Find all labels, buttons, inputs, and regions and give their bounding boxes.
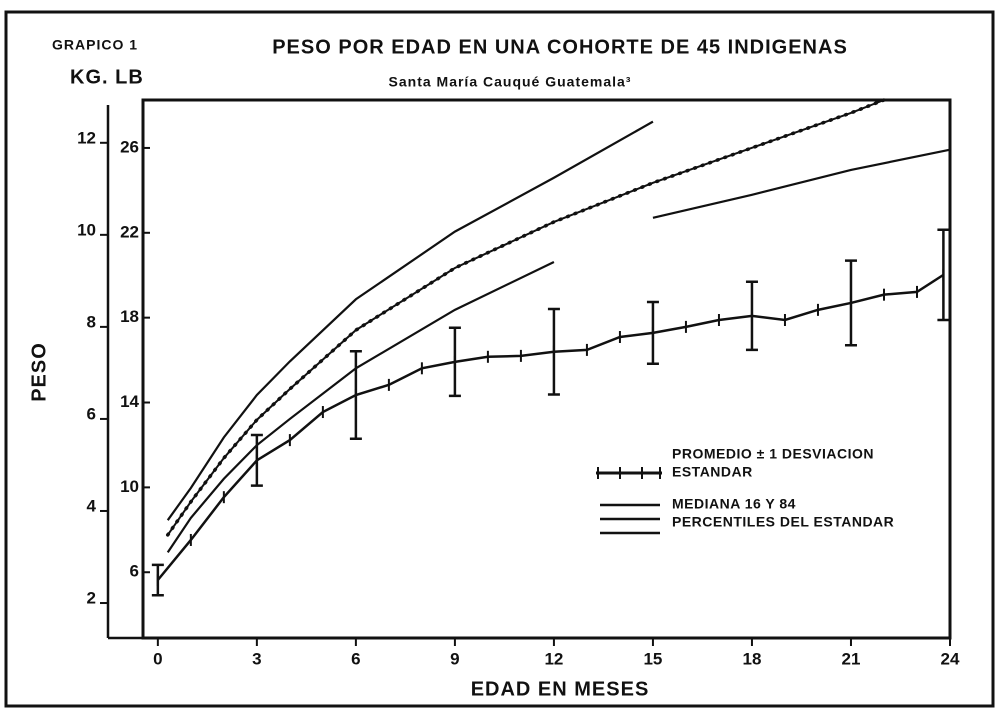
y2-tick-label: 10 [120,477,139,496]
error-bar [151,563,164,597]
error-bar [937,228,950,322]
y-tick-label: 2 [87,589,96,608]
mean-line [156,273,945,581]
x-tick-label: 15 [643,649,662,668]
error-bar [250,433,263,487]
x-tick-label: 18 [743,649,762,668]
x-tick-label: 3 [252,649,261,668]
error-bar [646,300,659,365]
y-tick-label: 10 [77,220,96,239]
legend-label: PROMEDIO ± 1 DESVIACION [672,446,874,462]
median-curve [166,98,886,537]
error-bar [745,280,758,352]
chart-label: GRAPICO 1 [52,37,138,53]
y2-tick-label: 26 [120,137,139,156]
x-tick-label: 9 [450,649,459,668]
chart-title: PESO POR EDAD EN UNA COHORTE DE 45 INDIG… [272,36,848,58]
error-bar [547,307,560,396]
percentile-curve [166,120,654,521]
plot-frame [141,98,952,640]
y-tick-label: 8 [87,312,96,331]
y-tick-label: 6 [87,404,96,423]
units-label: KG. LB [70,66,144,88]
chart-subtitle: Santa María Cauqué Guatemala³ [389,74,632,90]
error-bar [448,326,461,398]
x-tick-label: 6 [351,649,360,668]
legend-label: MEDIANA 16 Y 84 [672,496,796,512]
x-tick-label: 0 [153,649,162,668]
y2-tick-label: 6 [130,562,139,581]
frame [4,10,995,708]
x-tick-label: 24 [941,649,960,668]
y2-tick-label: 18 [120,307,139,326]
y2-tick-label: 14 [120,392,139,411]
x-tick-label: 21 [842,649,861,668]
x-axis-label: EDAD EN MESES [471,678,650,700]
legend-label: PERCENTILES DEL ESTANDAR [672,514,894,530]
error-bar [349,350,362,440]
median-curve-base [166,99,885,536]
y-axis-label: PESO [28,342,50,402]
y-tick-label: 12 [77,128,96,147]
y2-tick-label: 22 [120,222,139,241]
error-bar [844,259,857,347]
legend-label: ESTANDAR [672,464,753,480]
x-tick-label: 12 [544,649,563,668]
percentile-curve [166,148,951,554]
y-tick-label: 4 [87,496,97,515]
